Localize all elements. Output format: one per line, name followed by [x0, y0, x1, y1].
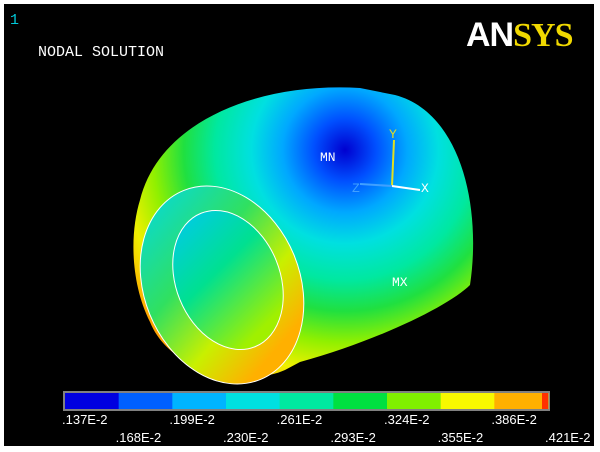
triad-label: Y: [389, 127, 397, 142]
legend-label: .324E-2: [384, 412, 430, 427]
triad-label: X: [421, 181, 429, 196]
logo-part: AN: [466, 16, 513, 54]
legend-label: .293E-2: [330, 430, 376, 445]
legend-band: [542, 393, 548, 409]
legend-band: [226, 393, 280, 409]
legend-label: .137E-2: [62, 412, 108, 427]
legend-band: [65, 393, 119, 409]
triad-label: Z: [352, 181, 360, 196]
legend-band: [387, 393, 441, 409]
legend-label: .261E-2: [277, 412, 323, 427]
legend-label: .386E-2: [491, 412, 537, 427]
legend-label: .199E-2: [169, 412, 215, 427]
legend-label: .421E-2: [545, 430, 591, 445]
legend-label: .355E-2: [438, 430, 484, 445]
legend-band: [494, 393, 548, 409]
logo-part: SYS: [513, 17, 572, 54]
legend-band: [333, 393, 387, 409]
page: {"window_number": "1", "title": "NODAL S…: [0, 0, 600, 452]
min-label: MN: [320, 150, 336, 165]
title: NODAL SOLUTION: [38, 44, 164, 61]
legend-band: [119, 393, 173, 409]
graphics-window: 1 NODAL SOLUTION ANSYS MN MX Y X Z .137E…: [0, 0, 600, 452]
legend-band: [441, 393, 495, 409]
window-number: 1: [10, 12, 19, 29]
legend-band: [280, 393, 334, 409]
legend-label: .230E-2: [223, 430, 269, 445]
logo: ANSYS: [466, 16, 573, 54]
legend-label: .168E-2: [116, 430, 162, 445]
max-label: MX: [392, 275, 408, 290]
legend-band: [172, 393, 226, 409]
